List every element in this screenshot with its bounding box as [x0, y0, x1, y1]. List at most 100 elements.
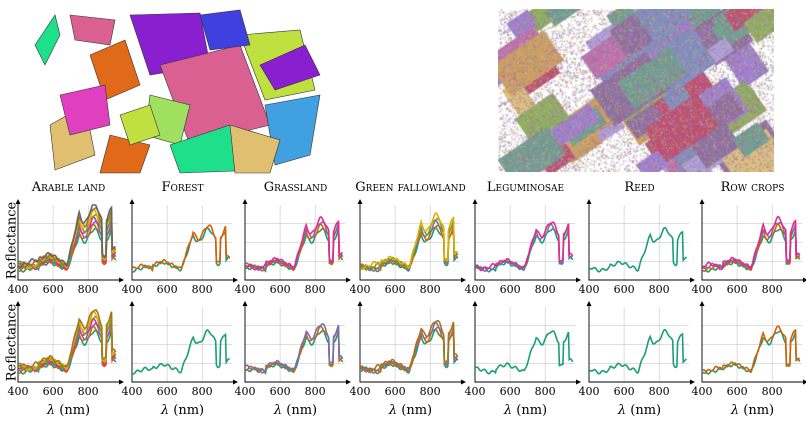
x-tick-label: 800: [762, 283, 783, 296]
x-tick-label: 600: [500, 385, 521, 398]
x-axis-label: λ (nm): [730, 403, 775, 418]
x-axis-label: λ (nm): [46, 403, 91, 418]
x-tick-label: 800: [535, 283, 556, 296]
x-tick-label: 800: [78, 385, 99, 398]
axis-arrow: [242, 199, 248, 204]
x-axis-label: λ (nm): [273, 403, 318, 418]
spectrum-line-teal: [475, 330, 574, 375]
axis-arrow: [15, 301, 21, 306]
x-tick-label: 400: [350, 283, 371, 296]
x-tick-label: 400: [235, 283, 256, 296]
x-tick-label: 800: [305, 385, 326, 398]
axis-arrow: [461, 277, 466, 283]
spectrum-panel: 400 600 800: [692, 301, 806, 398]
x-tick-label: 400: [579, 283, 600, 296]
x-tick-label: 400: [235, 385, 256, 398]
axis-arrow: [346, 379, 351, 385]
x-tick-label: 600: [614, 283, 635, 296]
x-tick-label: 600: [500, 283, 521, 296]
axis-arrow: [119, 379, 124, 385]
axis-arrow: [699, 199, 705, 204]
axis-arrow: [233, 277, 238, 283]
spectrum-panel: 400 600 800: [579, 301, 695, 398]
x-tick-label: 600: [727, 385, 748, 398]
axis-arrow: [576, 277, 581, 283]
spectrum-panel: 400 600 800: [350, 199, 466, 296]
spectrum-line-magenta: [475, 221, 574, 272]
x-axis-label: λ (nm): [617, 403, 662, 418]
spectrum-line-magenta: [245, 216, 343, 271]
axis-arrow: [576, 379, 581, 385]
axis-arrow: [357, 199, 363, 204]
x-tick-label: 800: [305, 283, 326, 296]
column-title: Row crops: [720, 180, 785, 195]
axis-arrow: [346, 277, 351, 283]
map-region: [89, 39, 141, 101]
axis-arrow: [129, 199, 135, 204]
spectrum-line-brown: [360, 319, 459, 373]
axis-arrow: [690, 379, 695, 385]
column-title: Arable land: [31, 180, 106, 195]
column-title: Grassland: [263, 180, 328, 195]
x-tick-label: 400: [8, 385, 29, 398]
spectrum-panel: 400 600 800: [465, 199, 581, 296]
x-tick-label: 800: [192, 385, 213, 398]
axis: [701, 202, 805, 281]
x-tick-label: 400: [465, 385, 486, 398]
axis: [474, 202, 578, 281]
land-cover-map: [34, 9, 321, 174]
x-tick-label: 600: [270, 283, 291, 296]
x-tick-label: 400: [465, 283, 486, 296]
axis: [244, 304, 348, 383]
spectrum-panel: 400 600 800: [122, 199, 238, 296]
x-tick-label: 800: [78, 283, 99, 296]
x-tick-label: 600: [385, 283, 406, 296]
spectrum-line-gold: [360, 212, 458, 271]
axis-arrow: [129, 301, 135, 306]
x-tick-label: 400: [122, 385, 143, 398]
x-tick-label: 400: [122, 283, 143, 296]
axis-arrow: [803, 277, 806, 283]
x-axis-label: λ (nm): [503, 403, 548, 418]
spectrum-line-purple: [245, 323, 344, 374]
x-tick-label: 400: [692, 385, 713, 398]
spectrum-panel: 400 600 800: [350, 301, 466, 398]
column-title: Reed: [624, 180, 655, 195]
spectrum-line-orange: [702, 325, 800, 375]
spectrum-line-teal: [132, 329, 230, 375]
axis-arrow: [586, 199, 592, 204]
axis-arrow: [15, 199, 21, 204]
axis: [359, 202, 463, 281]
x-tick-label: 800: [192, 283, 213, 296]
x-tick-label: 400: [579, 385, 600, 398]
x-tick-label: 600: [157, 283, 178, 296]
axis-arrow: [357, 301, 363, 306]
x-tick-label: 800: [649, 283, 670, 296]
axis-arrow: [690, 277, 695, 283]
axis-arrow: [472, 301, 478, 306]
axis-arrow: [233, 379, 238, 385]
axis: [474, 304, 578, 383]
map-region: [69, 14, 116, 46]
axis: [588, 202, 692, 281]
x-tick-label: 600: [727, 283, 748, 296]
axis: [359, 304, 463, 383]
x-tick-label: 600: [385, 385, 406, 398]
spectrum-line-teal: [132, 227, 230, 273]
spectrum-panel: 400 600 800: [122, 301, 238, 398]
axis: [588, 304, 692, 383]
spectrum-panel: 400 600 800: [579, 199, 695, 296]
spectrum-line-teal: [589, 226, 687, 273]
spectrum-panel: 400 600 800: [8, 199, 124, 296]
spectrum-panel: 400 600 800: [692, 199, 806, 296]
x-tick-label: 800: [535, 385, 556, 398]
column-title: Leguminosae: [486, 180, 565, 195]
spectrum-line-brown: [18, 309, 117, 371]
spectrum-line-grey: [18, 204, 116, 269]
x-tick-label: 600: [270, 385, 291, 398]
spectrum-line-orange: [132, 224, 231, 273]
x-tick-label: 600: [43, 385, 64, 398]
column-title: Forest: [161, 180, 204, 195]
hyperspectral-image: [498, 9, 774, 172]
axis-arrow: [803, 379, 806, 385]
